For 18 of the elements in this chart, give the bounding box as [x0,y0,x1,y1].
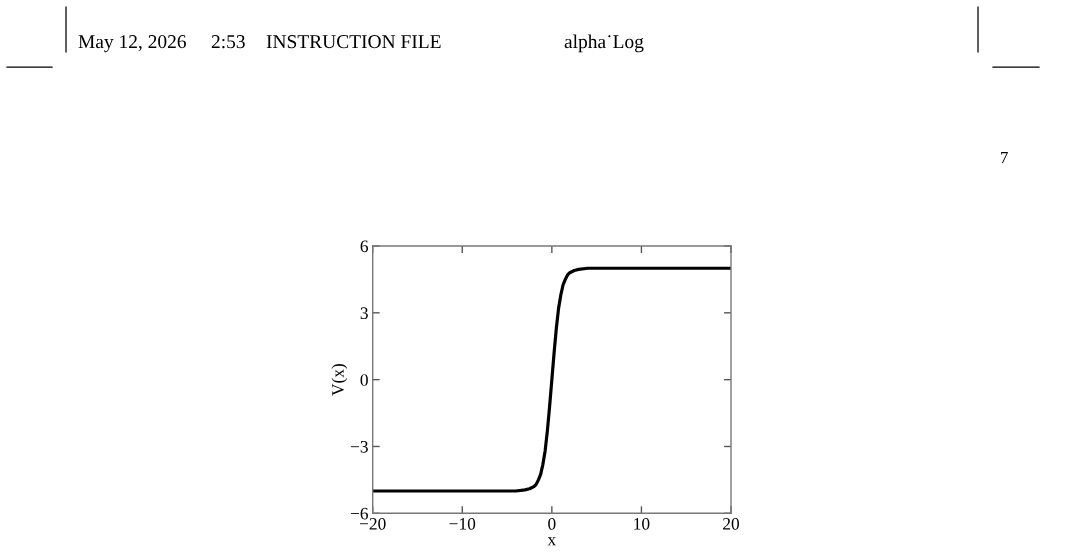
y-tick-label: 6 [360,240,369,253]
y-tick-label: −3 [350,441,368,453]
y-tick-label: 0 [360,374,368,386]
text: INSTRUCTION FILE [266,35,441,49]
text: 7 [1001,152,1008,163]
y-axis-title: V(x) [331,364,348,396]
text: alpha˙Log [564,34,644,53]
x-tick-label: 10 [634,517,650,530]
text: May 12, 2026 [78,35,186,53]
line-series [372,266,731,493]
y-tick-label: 3 [360,307,368,320]
text: 2:53 [211,35,245,49]
x-tick-label: 0 [548,517,556,530]
x-tick-label: −20 [359,517,386,530]
x-axis-title: x [547,537,556,546]
y-tick-label: −6 [350,507,369,520]
x-tick-label: −10 [449,517,476,530]
x-tick-label: 20 [723,517,740,530]
